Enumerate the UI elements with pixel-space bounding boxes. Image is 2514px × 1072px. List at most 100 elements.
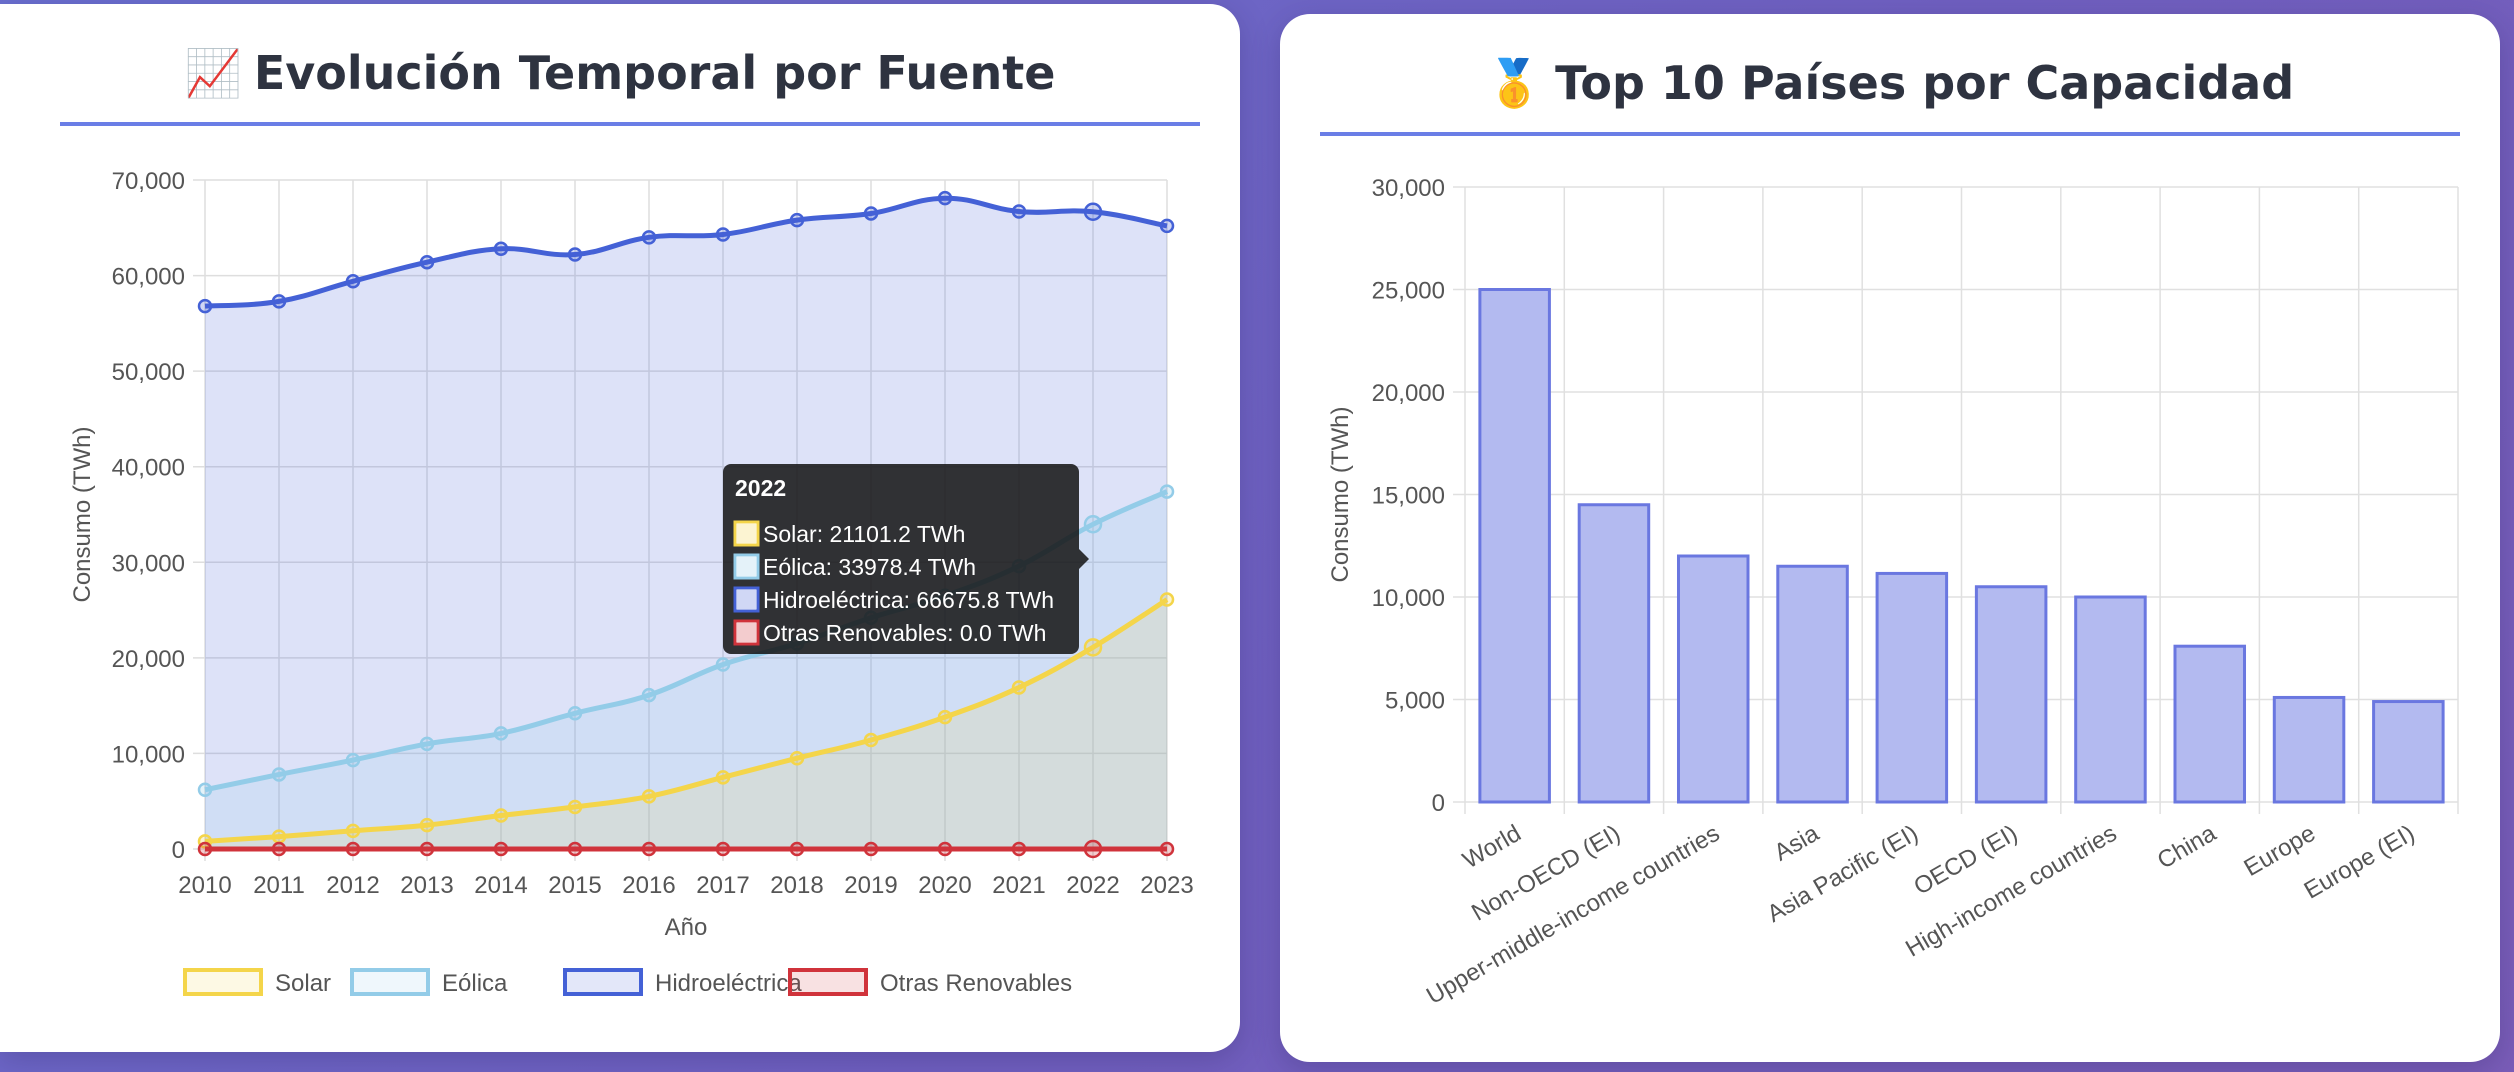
legend-swatch <box>350 968 430 996</box>
tooltip-line: Solar: 21101.2 TWh <box>763 521 965 547</box>
x-tick-label: Europe <box>2240 820 2321 882</box>
data-point <box>419 841 435 857</box>
y-tick-label: 70,000 <box>112 168 185 195</box>
series-3 <box>197 190 1175 850</box>
y-axis-title: Consumo (TWh) <box>69 426 96 602</box>
y-tick-label: 0 <box>1432 790 1445 817</box>
data-point <box>641 687 657 703</box>
chart-title-text: Evolución Temporal por Fuente <box>253 46 1056 100</box>
legend-item: Otras Renovables <box>788 968 1072 997</box>
data-point <box>641 789 657 804</box>
data-point <box>567 841 583 857</box>
y-tick-label: 60,000 <box>112 264 185 291</box>
tooltip-box <box>723 464 1079 654</box>
data-point <box>271 294 287 309</box>
x-tick-label: 2020 <box>918 872 971 899</box>
bar <box>1776 564 1849 804</box>
series-area <box>205 599 1167 849</box>
legend: Solar Eólica Hidroeléctrica Otras Renovable… <box>183 968 1072 997</box>
data-point <box>1011 680 1027 695</box>
x-tick-label: World <box>1458 820 1525 875</box>
legend-label: Solar <box>275 970 331 997</box>
tooltip-swatch <box>733 553 760 580</box>
tooltip-swatch-fill <box>737 557 756 576</box>
data-point <box>493 241 509 257</box>
x-tick-label: 2015 <box>548 872 601 899</box>
data-point <box>1159 218 1175 234</box>
y-tick-label: 10,000 <box>1372 585 1445 612</box>
data-point <box>641 230 657 245</box>
x-tick-label: 2011 <box>253 872 305 899</box>
y-tick-label: 40,000 <box>112 455 185 482</box>
x-tick-label: 2012 <box>326 872 379 899</box>
x-tick-label: 2022 <box>1066 872 1119 899</box>
tooltip: 2022 Solar: 21101.2 TWh Eólica: 33978.4 TW… <box>723 464 1089 654</box>
y-tick-label: 50,000 <box>112 359 185 386</box>
data-point <box>567 799 583 815</box>
legend-swatch <box>563 968 643 996</box>
bar <box>2074 595 2147 804</box>
data-point <box>345 752 361 768</box>
x-tick-label: 2021 <box>992 872 1045 899</box>
tooltip-swatch <box>733 586 760 613</box>
x-tick-label: 2013 <box>400 872 453 899</box>
data-point <box>1083 638 1103 657</box>
tooltip-line: Eólica: 33978.4 TWh <box>763 554 976 580</box>
bar <box>2272 695 2346 804</box>
title-divider <box>1320 132 2460 136</box>
chart-title: 🥇 Top 10 Países por Capacidad <box>1280 56 2500 111</box>
bar <box>1875 571 1949 804</box>
bar-chart: 0 5,000 10,000 15,000 20,000 25,000 30,000 Cons… <box>1327 175 2459 1010</box>
legend-item: Hidroeléctrica <box>563 968 802 997</box>
chart-title: 📈 Evolución Temporal por Fuente <box>0 46 1240 101</box>
data-point <box>419 736 435 752</box>
data-point <box>567 706 583 721</box>
series-4 <box>197 839 1175 859</box>
tooltip-line: Hidroeléctrica: 66675.8 TWh <box>763 587 1054 613</box>
data-point <box>789 212 805 228</box>
data-point <box>493 841 509 857</box>
data-point <box>937 190 953 206</box>
medal-icon: 🥇 <box>1485 56 1544 110</box>
tooltip-swatch <box>733 520 760 547</box>
legend-label: Otras Renovables <box>880 970 1072 997</box>
x-tick-label: Asia <box>1770 819 1824 866</box>
chart-title-text: Top 10 Países por Capacidad <box>1555 56 2295 110</box>
bar <box>1478 288 1551 804</box>
y-tick-label: 10,000 <box>112 741 185 768</box>
x-tick-label: Europe (EI) <box>2300 820 2420 905</box>
y-tick-label: 15,000 <box>1372 483 1445 510</box>
data-point <box>1159 592 1175 607</box>
data-point <box>345 841 361 857</box>
x-tick-label: 2018 <box>770 872 823 899</box>
data-point <box>715 657 731 672</box>
y-tick-label: 30,000 <box>1372 175 1445 202</box>
y-tick-label: 5,000 <box>1385 688 1445 715</box>
x-tick-label: 2014 <box>474 872 527 899</box>
x-tick-label: 2019 <box>844 872 897 899</box>
line-chart-card: 📈 Evolución Temporal por Fuente 0 10,000 20… <box>0 4 1240 1052</box>
series-area <box>205 491 1167 849</box>
data-point <box>715 770 731 785</box>
x-tick-label: China <box>2153 819 2221 874</box>
tooltip-caret <box>1079 549 1089 569</box>
y-tick-label: 25,000 <box>1372 278 1445 305</box>
legend-label: Hidroeléctrica <box>655 970 802 997</box>
data-point <box>1083 839 1103 859</box>
data-point <box>715 841 731 857</box>
x-tick-label: 2017 <box>696 872 749 899</box>
data-point <box>863 206 879 221</box>
bars <box>1478 288 2445 804</box>
data-point <box>271 829 287 844</box>
data-point <box>937 709 953 725</box>
data-point <box>493 726 509 741</box>
data-point <box>493 808 509 823</box>
data-point <box>419 817 435 833</box>
legend-label: Eólica <box>442 970 508 997</box>
data-point <box>567 247 583 262</box>
x-axis-title: Año <box>665 914 708 941</box>
bar <box>2173 644 2247 804</box>
data-point <box>863 732 879 748</box>
data-point <box>789 841 805 857</box>
y-tick-label: 20,000 <box>112 646 185 673</box>
